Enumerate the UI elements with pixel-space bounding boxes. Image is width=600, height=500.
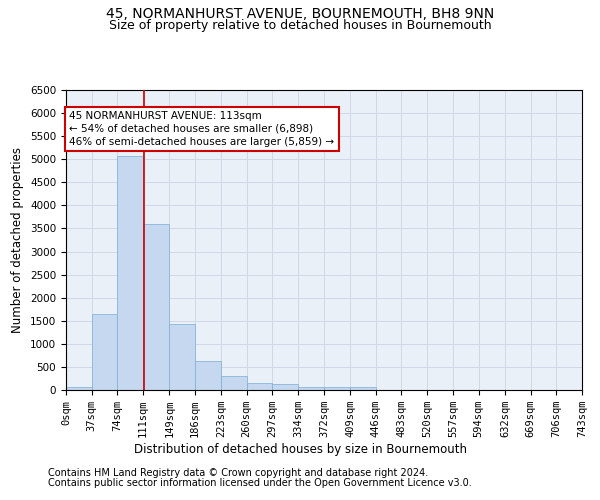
- Bar: [169, 324, 195, 390]
- Bar: [325, 388, 350, 390]
- Bar: [221, 376, 247, 390]
- Bar: [66, 386, 92, 390]
- Text: 45 NORMANHURST AVENUE: 113sqm
← 54% of detached houses are smaller (6,898)
46% o: 45 NORMANHURST AVENUE: 113sqm ← 54% of d…: [70, 111, 335, 147]
- Bar: [298, 386, 325, 390]
- Y-axis label: Number of detached properties: Number of detached properties: [11, 147, 25, 333]
- Text: Size of property relative to detached houses in Bournemouth: Size of property relative to detached ho…: [109, 19, 491, 32]
- Text: Contains HM Land Registry data © Crown copyright and database right 2024.: Contains HM Land Registry data © Crown c…: [48, 468, 428, 477]
- Bar: [118, 156, 143, 390]
- Bar: [143, 224, 169, 390]
- Bar: [195, 362, 221, 390]
- Bar: [272, 384, 298, 390]
- Text: Contains public sector information licensed under the Open Government Licence v3: Contains public sector information licen…: [48, 478, 472, 488]
- Bar: [247, 383, 272, 390]
- Text: Distribution of detached houses by size in Bournemouth: Distribution of detached houses by size …: [133, 442, 467, 456]
- Bar: [92, 314, 118, 390]
- Bar: [350, 386, 376, 390]
- Text: 45, NORMANHURST AVENUE, BOURNEMOUTH, BH8 9NN: 45, NORMANHURST AVENUE, BOURNEMOUTH, BH8…: [106, 8, 494, 22]
